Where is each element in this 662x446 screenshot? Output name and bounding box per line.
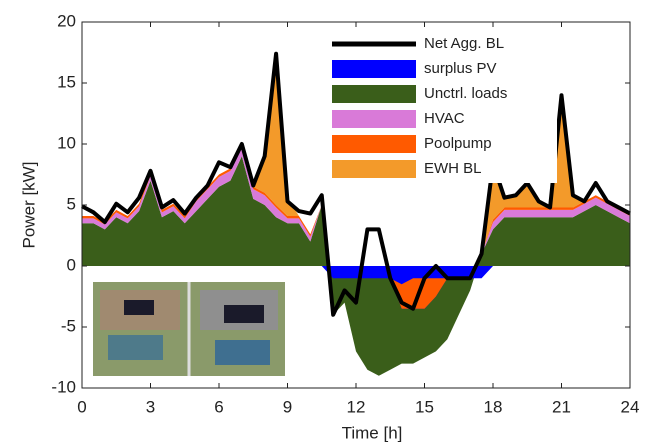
y-tick-label: 0	[67, 255, 76, 274]
y-tick-label: 15	[57, 72, 76, 91]
pool	[215, 340, 270, 365]
y-axis-label: Power [kW]	[19, 162, 38, 249]
legend-label: EWH BL	[424, 160, 482, 177]
x-tick-label: 21	[552, 397, 571, 416]
x-tick-label: 18	[484, 397, 503, 416]
legend-label: HVAC	[424, 110, 465, 127]
area	[82, 266, 630, 309]
photo-inset	[93, 282, 285, 376]
x-tick-label: 15	[415, 397, 434, 416]
solar-panel	[124, 300, 154, 315]
legend-swatch	[332, 110, 416, 128]
legend-label: Poolpump	[424, 135, 492, 152]
plot-area	[81, 51, 631, 376]
legend	[325, 30, 557, 183]
legend-label: Net Agg. BL	[424, 35, 504, 52]
legend-swatch	[332, 160, 416, 178]
y-tick-label: -5	[61, 316, 76, 335]
x-tick-label: 9	[283, 397, 292, 416]
x-axis-label: Time [h]	[342, 423, 403, 442]
legend-label: surplus PV	[424, 60, 497, 77]
x-tick-label: 6	[214, 397, 223, 416]
legend-label: Unctrl. loads	[424, 85, 507, 102]
line	[81, 51, 631, 317]
y-tick-label: 20	[57, 11, 76, 30]
solar-panel	[224, 305, 264, 323]
x-tick-label: 24	[621, 397, 640, 416]
pool	[108, 335, 163, 360]
x-tick-label: 0	[77, 397, 86, 416]
x-tick-label: 3	[146, 397, 155, 416]
legend-entries: Net Agg. BL surplus PV Unctrl. loads HVAC Po…	[332, 35, 507, 178]
legend-swatch	[332, 60, 416, 78]
y-tick-label: 5	[67, 194, 76, 213]
x-tick-label: 12	[347, 397, 366, 416]
legend-swatch	[332, 85, 416, 103]
y-tick-label: -10	[51, 377, 76, 396]
legend-swatch	[332, 135, 416, 153]
y-tick-label: 10	[57, 133, 76, 152]
